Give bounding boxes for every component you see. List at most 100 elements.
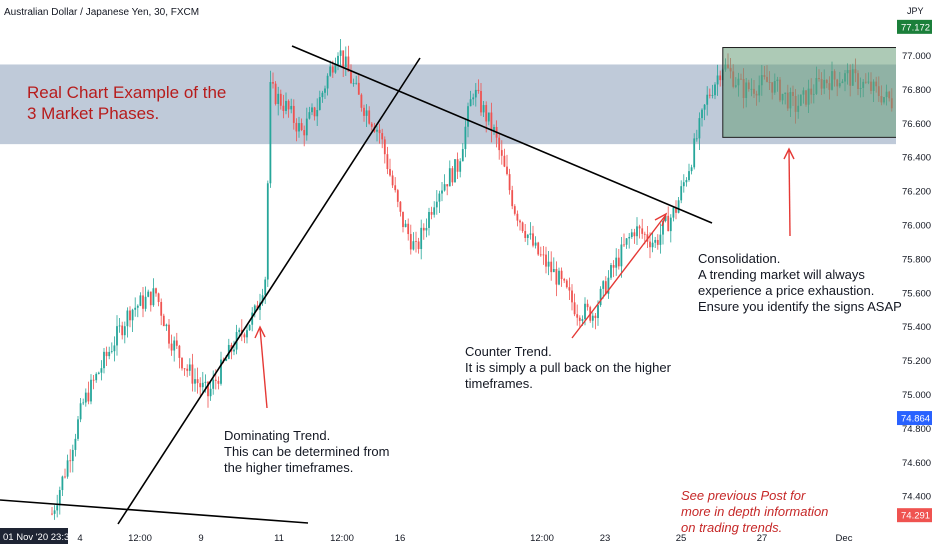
candle-body [612,265,615,268]
candle-body [594,315,597,319]
candle-body [181,357,183,369]
candle-body [461,149,464,162]
candle-body [513,206,516,214]
candle-body [84,392,87,403]
candle-body [134,307,137,310]
candle-body [695,138,698,140]
candle-body [173,340,176,351]
candle-body [560,270,563,280]
price-tick-label: 76.800 [902,85,931,96]
candle-body [87,392,90,402]
candle-body [716,75,719,85]
candle-body [246,330,248,338]
candle-body [279,93,282,106]
candle-body [376,129,378,132]
candle-body [287,100,290,110]
candle-body [682,182,685,187]
candle-body [477,89,480,91]
candle-body [529,233,532,235]
candle-body [339,50,342,56]
title-line1: Real Chart Example of the [27,83,226,102]
dominating-line2: This can be determined from [224,444,389,459]
candle-body [550,261,553,273]
candle-body [74,438,77,450]
candle-body [300,123,303,131]
candle-body [688,171,690,181]
candle-body [152,288,155,306]
candle-body [194,379,196,384]
candle-body [212,379,215,389]
arrows-group [254,147,795,409]
candle-body [703,104,706,110]
dominating-line1: Dominating Trend. [224,428,330,443]
candle-body [698,118,701,139]
candle-body [318,97,321,110]
candle-body [454,159,456,183]
candle-body [669,217,672,232]
candle-body [430,212,433,215]
candle-body [500,150,503,156]
candle-body [303,130,306,136]
candle-body [521,222,524,232]
cursor-date-label: 01 Nov '20 23:30 [3,532,75,543]
candle-body [693,138,696,168]
bottom-trendline [0,499,309,524]
candle-body [503,155,506,167]
candle-body [545,254,547,267]
candle-body [417,241,420,250]
candle-body [578,317,581,321]
candle-body [170,343,173,351]
symbol-header: Australian Dollar / Japanese Yen, 30, FX… [4,7,199,18]
candle-body [97,372,100,374]
candle-body [404,223,407,228]
candle-body [425,227,428,231]
candle-body [383,139,386,155]
candle-body [623,244,625,246]
candle-body [378,129,381,134]
candle-body [701,109,703,119]
counter-trendline [291,45,713,224]
time-tick-label: 16 [395,533,406,544]
candle-body [636,226,638,237]
candle-body [708,94,711,96]
candle-body [573,302,576,315]
time-tick-label: 23 [600,533,611,544]
candle-body [326,75,329,89]
candle-body [214,379,217,381]
candle-body [394,185,397,191]
candle-body [77,419,79,439]
candle-body [207,381,209,397]
candle-body [272,82,274,84]
candle-body [711,95,714,96]
price-tick-label: 75.000 [902,390,931,401]
candle-body [168,324,170,344]
candle-body [649,241,651,248]
candle-body [643,233,646,235]
candle-body [233,349,235,352]
candle-body [664,215,667,221]
price-tick-label: 74.400 [902,492,931,503]
previous-line1: See previous Post for [681,488,806,503]
candle-body [64,476,66,478]
time-tick-label: 12:00 [330,533,354,544]
arrow-consolidation-head [783,147,795,160]
previous-line2: more in depth information [681,504,828,519]
candle-body [274,83,277,104]
candle-body [519,220,521,223]
candle-body [451,168,454,183]
candle-body [186,368,189,371]
candle-body [482,105,485,113]
candle-body [480,90,482,113]
time-ticks: 4 12:00 9 11 12:00 16 12:00 23 25 27 Dec [77,533,852,544]
candle-body [625,238,628,245]
candle-body [144,296,147,309]
candle-body [253,305,256,313]
candle-body [412,241,415,250]
candle-body [298,123,300,132]
previous-line3: on trading trends. [681,520,782,535]
candle-body [116,326,118,346]
candle-body [360,94,363,108]
price-axis[interactable] [896,0,932,550]
